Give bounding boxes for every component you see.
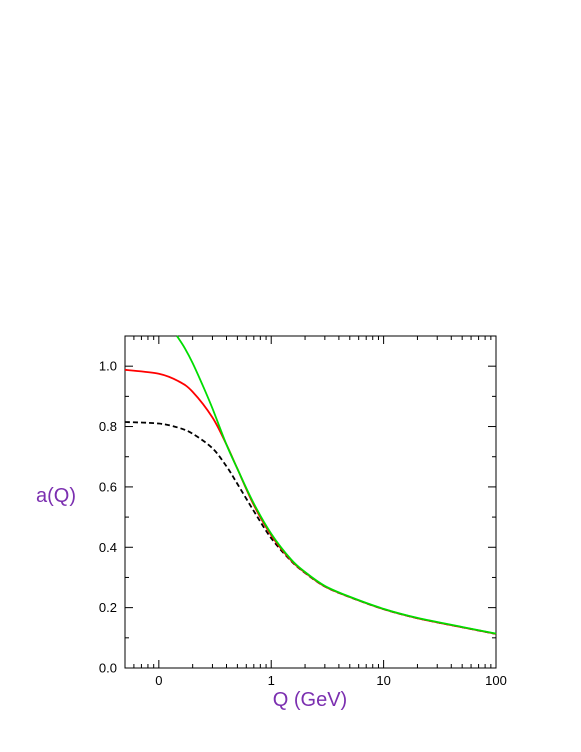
series-line-3: [176, 335, 497, 635]
x-tick-label: 1: [268, 673, 275, 688]
plot-border: [124, 335, 497, 669]
x-tick-label: 10: [376, 673, 390, 688]
x-tick-label: 0: [155, 673, 162, 688]
y-tick-label: 0.6: [99, 479, 117, 494]
series-layer: [124, 335, 497, 635]
series-line-2: [124, 368, 497, 635]
y-tick-label: 0.2: [99, 600, 117, 615]
tick-labels: 0.0 0.2 0.4 0.6 0.8 1.0 0 1 10 100: [99, 359, 507, 688]
x-tick-label: 100: [485, 673, 507, 688]
axis-ticks: [124, 335, 497, 669]
y-tick-label: 0.0: [99, 661, 117, 676]
series-line-1: [124, 421, 497, 635]
y-axis-title: a(Q): [36, 485, 76, 507]
y-tick-label: 0.4: [99, 540, 117, 555]
plot-frame: [124, 335, 497, 669]
x-axis-title: Q (GeV): [273, 689, 347, 711]
y-tick-label: 1.0: [99, 359, 117, 374]
y-tick-label: 0.8: [99, 419, 117, 434]
